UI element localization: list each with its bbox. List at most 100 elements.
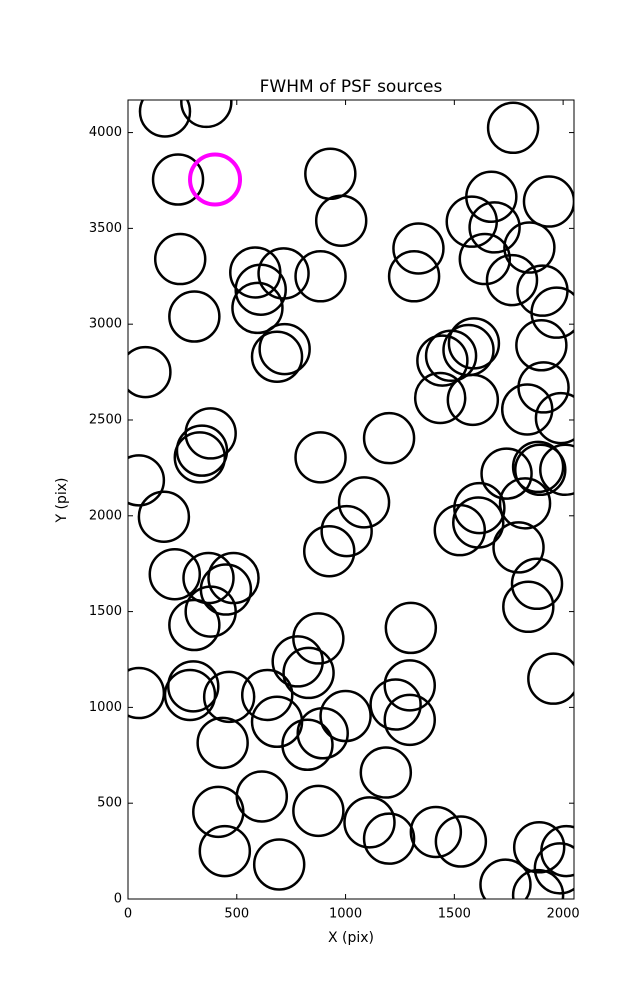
x-tick-label: 500 — [224, 907, 249, 922]
source-circle — [128, 345, 172, 399]
y-tick-label: 3000 — [89, 317, 122, 332]
axes-frame — [127, 99, 575, 900]
source-circle — [392, 222, 445, 275]
source-circle — [468, 201, 521, 254]
x-tick-label: 0 — [124, 907, 132, 922]
source-circle — [167, 660, 220, 713]
y-tick-label: 2500 — [89, 412, 122, 427]
y-tick-label: 1000 — [89, 700, 122, 715]
source-circle — [180, 100, 233, 129]
source-circle — [137, 490, 191, 543]
source-circle — [138, 100, 192, 138]
source-circle — [492, 521, 545, 574]
source-circle — [530, 286, 574, 339]
source-circle — [486, 101, 540, 155]
source-circle — [168, 598, 221, 652]
source-circle — [479, 858, 532, 899]
source-circle — [511, 440, 565, 494]
source-circle — [362, 411, 416, 465]
chart-title: FWHM of PSF sources — [260, 77, 443, 97]
source-circle — [281, 718, 334, 772]
x-tick-label: 2000 — [547, 907, 580, 922]
source-circle — [517, 361, 570, 414]
source-circle — [424, 329, 478, 383]
source-circle — [314, 194, 368, 247]
source-circle — [196, 716, 249, 770]
source-circle — [151, 153, 205, 206]
x-axis-label: X (pix) — [328, 930, 374, 946]
source-circle — [485, 253, 539, 307]
source-circle — [252, 838, 306, 891]
source-circle — [515, 319, 568, 372]
source-circle — [502, 580, 555, 634]
source-circle — [175, 424, 229, 477]
source-circle — [480, 447, 533, 500]
source-circle — [148, 547, 202, 601]
plot-area — [128, 100, 574, 899]
source-circle — [362, 812, 416, 865]
source-circle — [163, 668, 217, 722]
source-circle — [302, 524, 356, 578]
source-circle — [198, 824, 252, 878]
y-tick-label: 4000 — [89, 125, 122, 140]
source-circle — [202, 670, 256, 724]
source-circle — [294, 431, 347, 484]
source-circle — [337, 476, 391, 529]
source-circle — [445, 195, 498, 248]
source-circle — [527, 652, 574, 705]
source-circle — [453, 481, 506, 535]
source-circle — [184, 407, 237, 460]
source-circle — [271, 635, 324, 688]
x-tick-label: 1000 — [329, 907, 362, 922]
source-circle — [503, 221, 556, 274]
source-circle — [452, 496, 505, 549]
source-circle — [512, 821, 566, 874]
source-circle — [498, 477, 552, 530]
source-circle — [320, 504, 373, 558]
y-axis-label: Y (pix) — [54, 478, 70, 524]
y-tick-label: 500 — [97, 796, 122, 811]
source-circle — [192, 785, 245, 839]
source-circle — [292, 784, 345, 838]
source-circle — [434, 815, 488, 868]
source-circle — [250, 695, 304, 749]
source-circle — [296, 707, 349, 760]
source-circle — [413, 371, 467, 425]
source-circle — [258, 322, 311, 376]
y-tick-label: 0 — [114, 892, 122, 907]
source-circle — [292, 612, 345, 665]
x-tick-label: 1500 — [438, 907, 471, 922]
source-circle — [514, 443, 567, 497]
source-circle — [250, 330, 304, 384]
source-circle — [168, 290, 221, 343]
source-circle — [234, 263, 287, 316]
source-circle — [539, 443, 574, 497]
source-circle — [240, 668, 294, 722]
source-circle — [343, 796, 396, 849]
source-circle — [153, 232, 207, 286]
source-circle — [128, 454, 166, 507]
source-circle — [282, 646, 335, 700]
source-circle — [409, 805, 463, 859]
source-circle — [173, 431, 227, 484]
source-circle — [383, 659, 436, 712]
source-circle — [294, 250, 347, 303]
y-tick-label: 2000 — [89, 508, 122, 523]
source-circle — [500, 383, 554, 436]
source-circle — [383, 693, 436, 747]
source-circle — [510, 557, 564, 611]
source-circle — [446, 373, 500, 427]
source-circle — [458, 232, 512, 286]
source-circle — [359, 746, 413, 799]
source-circle — [231, 281, 284, 335]
source-circle — [534, 391, 574, 445]
source-circle — [188, 152, 243, 207]
source-circle — [533, 842, 574, 895]
source-circle — [384, 601, 438, 655]
y-tick-label: 1500 — [89, 604, 122, 619]
source-circle — [369, 678, 422, 731]
source-circle — [387, 250, 441, 303]
source-circle — [416, 334, 469, 387]
